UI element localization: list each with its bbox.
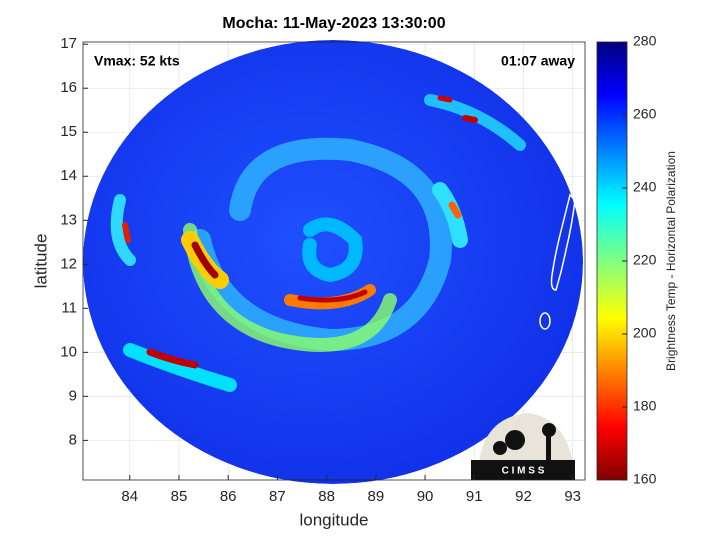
y-tick-label: 14 — [60, 167, 77, 184]
coastline — [539, 193, 576, 390]
y-tick-label: 16 — [60, 79, 77, 96]
x-tick-label: 93 — [564, 488, 581, 505]
colorbar-tick-label: 200 — [633, 325, 657, 341]
colorbar-label: Brightness Temp - Horizontal Polarizatio… — [664, 151, 678, 371]
x-tick-label: 84 — [121, 488, 138, 505]
annotation: 01:07 away — [501, 53, 575, 69]
x-tick-label: 89 — [367, 488, 384, 505]
x-tick-label: 85 — [171, 488, 188, 505]
swath-image — [83, 40, 583, 484]
colorbar-tick-label: 260 — [633, 106, 657, 122]
colorbar-tick-label: 240 — [633, 179, 657, 195]
colorbar-tick-label: 220 — [633, 252, 657, 268]
annotation: Vmax: 52 kts — [94, 53, 180, 69]
y-tick-label: 12 — [60, 255, 77, 272]
y-tick-label: 13 — [60, 211, 77, 228]
y-tick-label: 11 — [61, 299, 77, 316]
y-axis-label: latitude — [31, 234, 50, 289]
colorbar-tick-label: 180 — [633, 398, 657, 414]
x-tick-label: 88 — [318, 488, 335, 505]
x-axis-label: longitude — [299, 510, 368, 529]
cimss-logo: C I M S S — [471, 413, 575, 480]
colorbar-tick-label: 280 — [633, 33, 657, 49]
x-tick-label: 92 — [515, 488, 532, 505]
x-tick-label: 91 — [466, 488, 483, 505]
x-tick-label: 86 — [220, 488, 237, 505]
y-tick-label: 17 — [60, 35, 77, 52]
axes-frame — [82, 41, 586, 481]
y-tick-label: 8 — [69, 431, 77, 448]
x-tick-label: 87 — [269, 488, 286, 505]
y-tick-label: 15 — [60, 123, 77, 140]
chart-title: Mocha: 11-May-2023 13:30:00 — [222, 15, 445, 32]
colorbar-tick-label: 160 — [633, 471, 657, 487]
logo-text: C I M S S — [502, 466, 545, 477]
y-tick-label: 10 — [60, 343, 77, 360]
x-tick-label: 90 — [417, 488, 434, 505]
y-tick-label: 9 — [69, 387, 77, 404]
